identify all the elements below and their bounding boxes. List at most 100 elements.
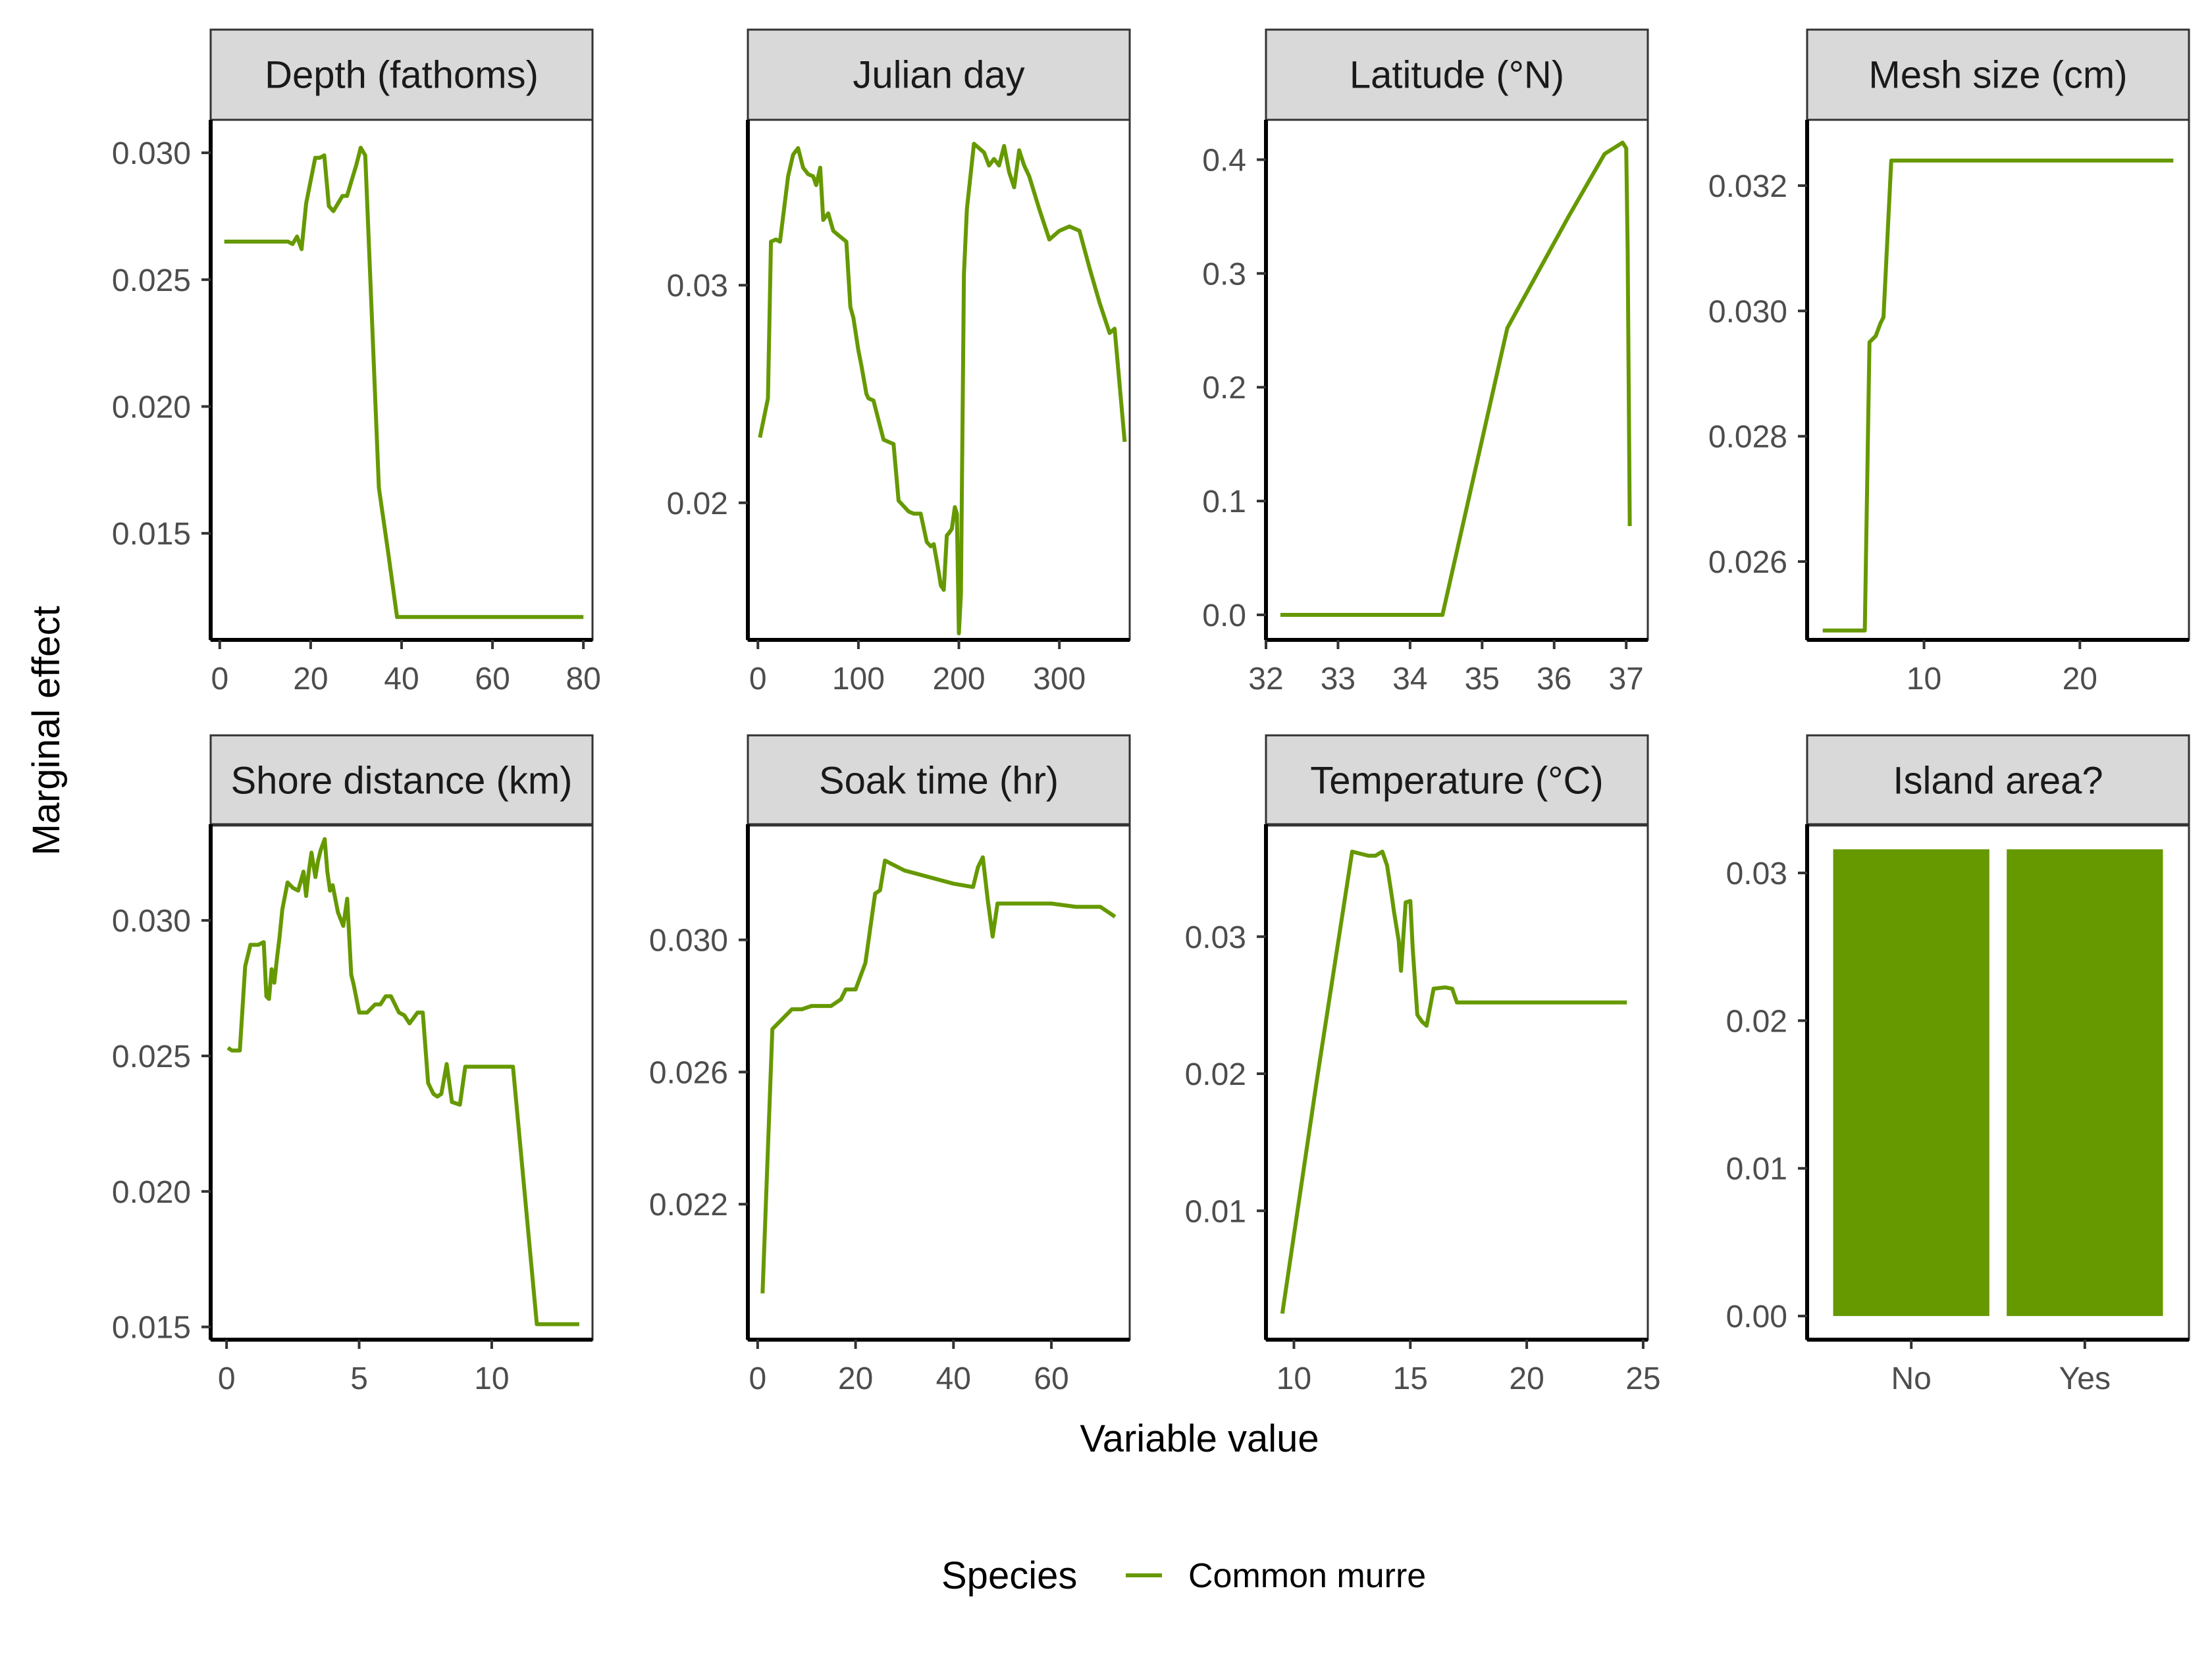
- panel-title-depth-fathoms: Depth (fathoms): [265, 54, 539, 97]
- y-tick-label: 0.030: [112, 904, 191, 939]
- panel-latitude-n: Latitude (°N) 0.0 0.1 0.2 0.3 0.4 32 33 34 35 36 37: [1202, 28, 1649, 696]
- y-tick-label: 0.030: [1708, 294, 1787, 329]
- y-tick-label: 0.02: [1726, 1004, 1787, 1039]
- bar-no: [1833, 849, 1989, 1317]
- y-tick-label: 0.020: [112, 390, 191, 425]
- legend-title: Species: [941, 1554, 1077, 1597]
- series-line-common-murre: [758, 142, 1127, 636]
- y-tick-label: 0.030: [649, 924, 728, 959]
- strip-shore-distance-km: [209, 734, 594, 827]
- y-tick-label: 0.026: [649, 1055, 728, 1090]
- x-tick-label: 15: [1393, 1361, 1428, 1396]
- panel-julian-day: Julian day 0.02 0.03 0 100 200 300: [667, 28, 1131, 696]
- series-line-common-murre: [1280, 140, 1632, 617]
- series-line-common-murre: [226, 837, 579, 1327]
- y-tick-label: 0.030: [112, 136, 191, 171]
- x-tick-label: 5: [350, 1361, 368, 1396]
- x-tick-label: 37: [1608, 662, 1643, 696]
- y-tick-label: 0.01: [1726, 1152, 1787, 1187]
- panel-border-depth-fathoms: [209, 118, 594, 641]
- y-tick-label: 0.032: [1708, 169, 1787, 204]
- strip-island-area: [1806, 734, 2190, 827]
- series-line-common-murre: [224, 145, 584, 619]
- y-tick-label: 0.022: [649, 1188, 728, 1222]
- legend: Species Common murre: [941, 1554, 1426, 1597]
- x-tick-label: 34: [1392, 662, 1427, 696]
- y-tick-label: 0.3: [1202, 257, 1246, 292]
- y-tick-label: 0.01: [1185, 1194, 1246, 1229]
- y-tick-label: 0.028: [1708, 420, 1787, 455]
- panel-title-mesh-size-cm: Mesh size (cm): [1868, 54, 2127, 97]
- panel-mesh-size-cm: Mesh size (cm) 0.026 0.028 0.030 0.032 10 20: [1708, 28, 2190, 696]
- panel-title-soak-time-hr: Soak time (hr): [819, 760, 1059, 802]
- x-tick-label: 0: [211, 662, 228, 696]
- panel-title-temperature-c: Temperature (°C): [1310, 760, 1603, 802]
- x-tick-label: 25: [1625, 1361, 1660, 1396]
- y-axis-title: Marginal effect: [25, 606, 68, 855]
- strip-julian-day: [747, 28, 1131, 121]
- panel-depth-fathoms: Depth (fathoms) 0.015 0.020 0.025 0.030 0 20 40…: [112, 28, 601, 696]
- y-tick-label: 0.4: [1202, 144, 1246, 178]
- x-tick-label: 100: [832, 662, 885, 696]
- x-tick-label: 10: [1907, 662, 1941, 696]
- x-tick-label: 300: [1033, 662, 1086, 696]
- x-tick-label: 32: [1248, 662, 1283, 696]
- strip-depth-fathoms: [209, 28, 594, 121]
- bar-yes: [2007, 849, 2163, 1317]
- x-tick-label: 10: [1277, 1361, 1311, 1396]
- panel-border-temperature-c: [1265, 823, 1649, 1341]
- series-line-common-murre: [1280, 849, 1627, 1314]
- x-tick-label: 20: [2063, 662, 2097, 696]
- x-tick-label: 0: [749, 1361, 767, 1396]
- y-tick-label: 0.02: [667, 486, 728, 521]
- x-tick-label: 10: [474, 1361, 509, 1396]
- x-tick-label: 36: [1537, 662, 1571, 696]
- y-tick-label: 0.00: [1726, 1300, 1787, 1334]
- series-line-common-murre: [1822, 158, 2174, 633]
- x-tick-label: 200: [932, 662, 985, 696]
- x-tick-label: 20: [838, 1361, 873, 1396]
- x-tick-label: No: [1891, 1361, 1932, 1396]
- x-axis-title: Variable value: [1080, 1417, 1319, 1460]
- y-tick-label: 0.020: [112, 1175, 191, 1210]
- x-tick-label: 35: [1465, 662, 1500, 696]
- strip-soak-time-hr: [747, 734, 1131, 827]
- x-tick-label: 60: [1034, 1361, 1068, 1396]
- panel-title-shore-distance-km: Shore distance (km): [231, 760, 573, 802]
- x-tick-label: 80: [566, 662, 600, 696]
- x-tick-label: 33: [1321, 662, 1356, 696]
- panel-title-island-area: Island area?: [1893, 760, 2103, 802]
- x-tick-label: 40: [384, 662, 419, 696]
- panel-shore-distance-km: Shore distance (km) 0.015 0.020 0.025 0.030 0…: [112, 734, 594, 1396]
- x-tick-label: 60: [475, 662, 510, 696]
- series-line-common-murre: [760, 855, 1117, 1294]
- y-tick-label: 0.03: [667, 269, 728, 303]
- y-tick-label: 0.025: [112, 1039, 191, 1074]
- x-tick-label: 20: [1509, 1361, 1544, 1396]
- panel-border-shore-distance-km: [209, 823, 594, 1341]
- y-tick-label: 0.015: [112, 517, 191, 552]
- panel-title-latitude-n: Latitude (°N): [1350, 54, 1564, 97]
- y-tick-label: 0.025: [112, 263, 191, 298]
- y-tick-label: 0.026: [1708, 545, 1787, 580]
- x-tick-label: 40: [936, 1361, 971, 1396]
- y-tick-label: 0.0: [1202, 598, 1246, 633]
- x-tick-label: 20: [293, 662, 328, 696]
- y-tick-label: 0.015: [112, 1311, 191, 1346]
- y-tick-label: 0.2: [1202, 371, 1246, 406]
- y-tick-label: 0.1: [1202, 485, 1246, 519]
- y-tick-label: 0.02: [1185, 1057, 1246, 1092]
- panel-title-julian-day: Julian day: [853, 54, 1024, 97]
- panel-soak-time-hr: Soak time (hr) 0.022 0.026 0.030 0 20 40 60: [649, 734, 1131, 1396]
- panel-temperature-c: Temperature (°C) 0.01 0.02 0.03 10 15 20 25: [1185, 734, 1661, 1396]
- y-tick-label: 0.03: [1185, 920, 1246, 955]
- x-tick-label: Yes: [2059, 1361, 2111, 1396]
- strip-temperature-c: [1265, 734, 1649, 827]
- y-tick-label: 0.03: [1726, 856, 1787, 891]
- panel-island-area: Island area? 0.00 0.01 0.02 0.03 No Yes: [1726, 734, 2190, 1396]
- strip-latitude-n: [1265, 28, 1649, 121]
- legend-label-common-murre: Common murre: [1188, 1557, 1426, 1595]
- panel-border-soak-time-hr: [747, 823, 1131, 1341]
